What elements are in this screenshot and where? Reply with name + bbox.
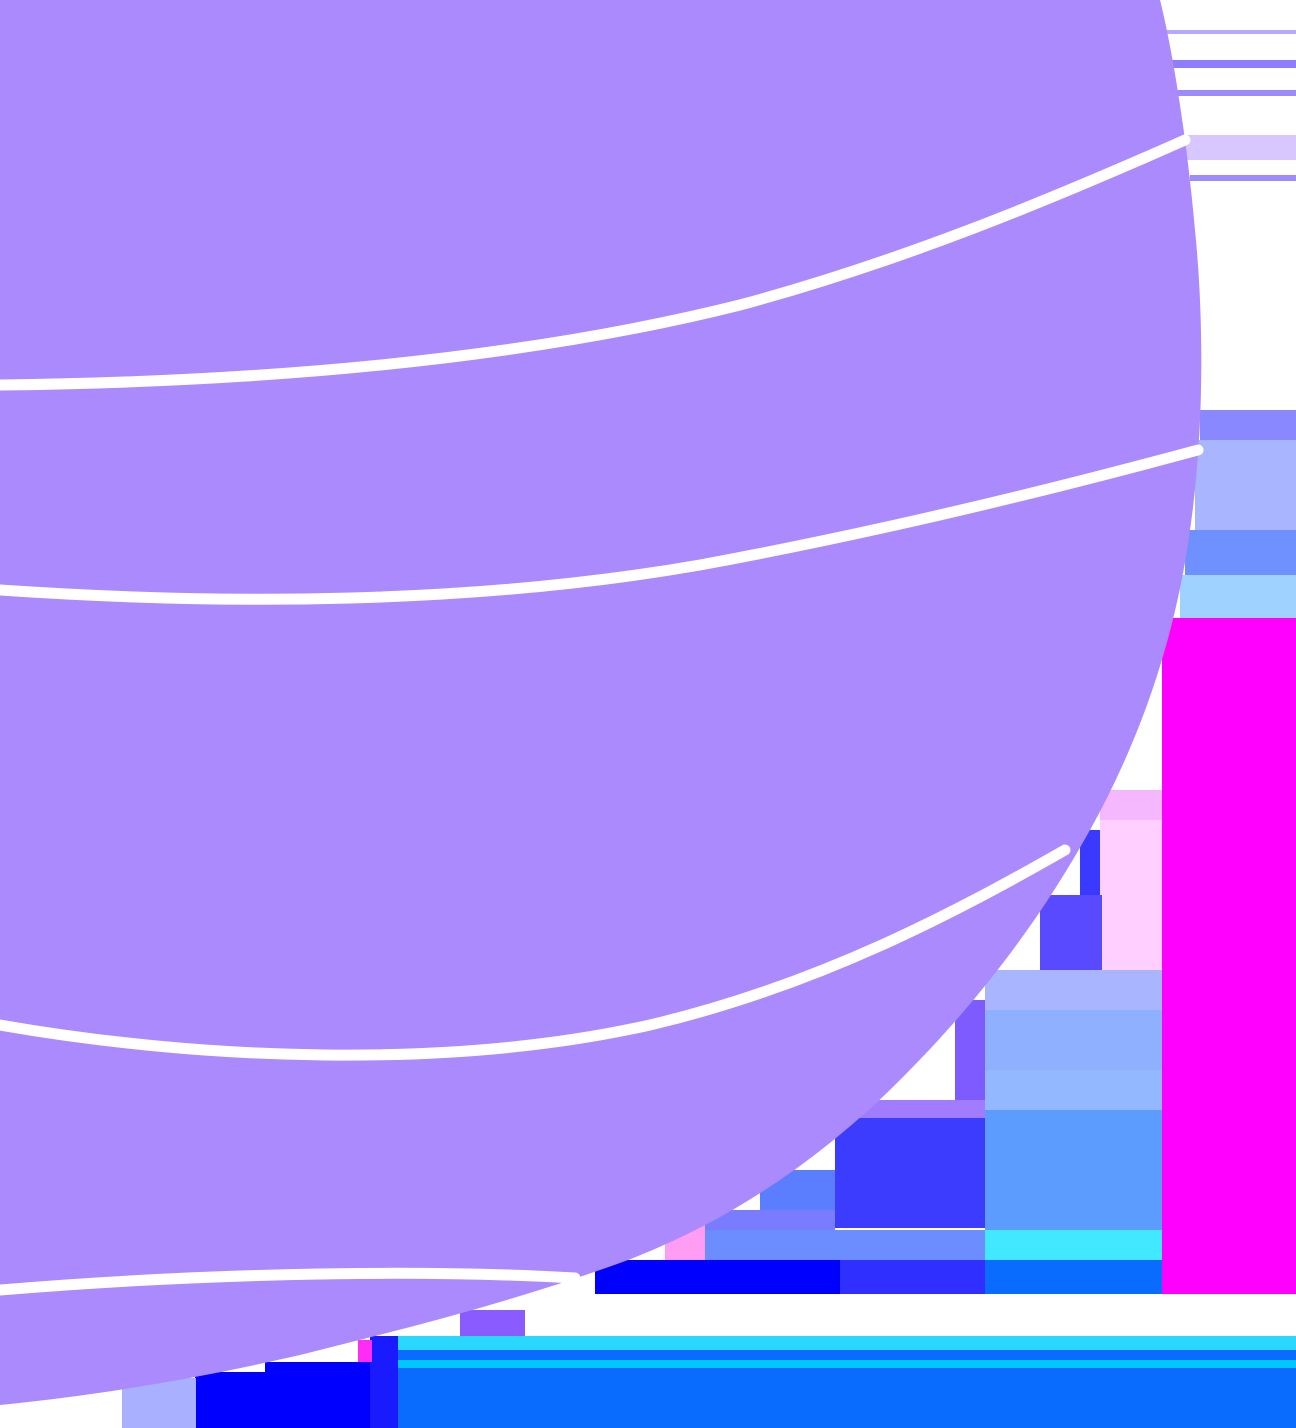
band — [370, 1336, 398, 1428]
glitch-strip — [1185, 530, 1296, 575]
pixel-block — [860, 1100, 985, 1120]
glitch-strip — [1185, 135, 1296, 160]
pixel-block — [705, 1230, 985, 1260]
glitch-strip — [1160, 0, 1296, 30]
band — [398, 1368, 1296, 1428]
pixel-block — [985, 1110, 1162, 1230]
glitch-strip — [1190, 175, 1296, 181]
pixel-block — [840, 1260, 985, 1294]
band — [398, 1360, 1296, 1368]
pixel-steps — [595, 790, 1162, 1294]
stripe-1 — [0, 134, 1191, 391]
magenta-block — [1162, 618, 1296, 1294]
pixel-block — [985, 1260, 1162, 1294]
glitch-strip — [1195, 440, 1296, 530]
band — [398, 1350, 1296, 1360]
bottom-bands — [122, 1310, 1296, 1428]
pixel-block — [1100, 790, 1162, 820]
pixel-block — [1100, 820, 1162, 970]
pixel-block — [835, 1118, 985, 1228]
glitch-strip — [1160, 30, 1296, 34]
pixel-block — [985, 970, 1162, 1010]
glitch-strip — [1180, 575, 1296, 620]
glitch-strip — [1200, 250, 1296, 260]
stripe-2 — [0, 444, 1204, 605]
pixel-block — [985, 1070, 1162, 1110]
pixel-block — [985, 1010, 1162, 1070]
band — [195, 1372, 270, 1428]
glitch-top-strips — [1160, 0, 1296, 620]
globe-stripes — [0, 134, 1204, 1296]
stripe-3 — [0, 844, 1071, 1061]
glitch-strip — [1165, 60, 1296, 68]
white-band — [525, 1294, 1296, 1336]
pixel-block — [955, 1000, 985, 1110]
pixel-block — [1040, 895, 1102, 970]
pixel-block — [1080, 830, 1102, 900]
band — [358, 1340, 372, 1362]
stripe-4 — [0, 1267, 581, 1296]
pixel-block — [985, 1230, 1162, 1260]
band — [265, 1362, 370, 1428]
glitch-strip — [1175, 90, 1296, 96]
band — [398, 1336, 1296, 1350]
band — [460, 1310, 525, 1336]
glitch-strip — [1200, 410, 1296, 440]
band — [315, 1350, 360, 1362]
